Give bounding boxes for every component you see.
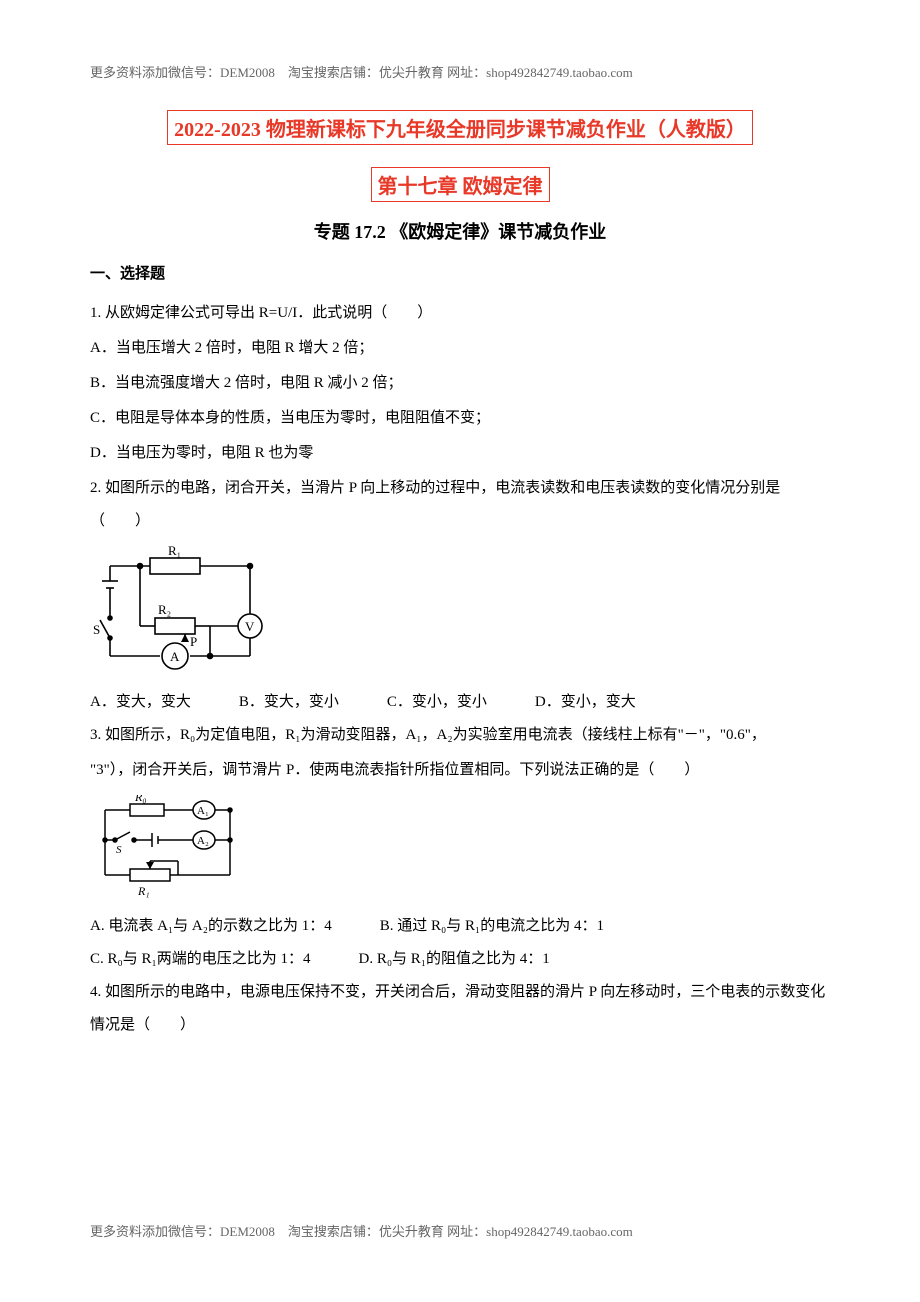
q2-options: A．变大，变大 B．变大，变小 C．变小，变小 D．变小，变大 [90, 686, 830, 719]
q2-option-d: D．变小，变大 [535, 686, 636, 719]
document-body: 2022-2023 物理新课标下九年级全册同步课节减负作业（人教版） 第十七章 … [90, 110, 830, 1044]
svg-text:R₂: R₂ [158, 602, 171, 617]
section-heading: 一、选择题 [90, 262, 830, 283]
q3-stem-line1: 3. 如图所示，R₀为定值电阻，R₁为滑动变阻器，A₁，A₂为实验室用电流表（接… [90, 719, 830, 752]
q1-option-b: B．当电流强度增大 2 倍时，电阻 R 减小 2 倍； [90, 367, 830, 400]
title-chapter: 第十七章 欧姆定律 [371, 167, 550, 202]
q2-circuit-diagram: S R₁ R₂ P V [90, 546, 830, 676]
title-main: 2022-2023 物理新课标下九年级全册同步课节减负作业（人教版） [167, 110, 753, 145]
svg-text:R₁: R₁ [168, 546, 181, 558]
svg-text:R₁: R₁ [137, 884, 150, 898]
q3-circuit-diagram: R₀ A₁ S A₂ [90, 795, 830, 900]
q1-option-c: C．电阻是导体本身的性质，当电压为零时，电阻阻值不变； [90, 402, 830, 435]
svg-text:A₂: A₂ [197, 835, 209, 847]
q1-option-a: A．当电压增大 2 倍时，电阻 R 增大 2 倍； [90, 332, 830, 365]
q2-option-c: C．变小，变小 [387, 686, 487, 719]
q3-options-row1: A. 电流表 A₁与 A₂的示数之比为 1：4 B. 通过 R₀与 R₁的电流之… [90, 910, 830, 943]
svg-text:A₁: A₁ [197, 805, 209, 817]
svg-text:S: S [93, 622, 100, 637]
svg-text:V: V [245, 619, 255, 634]
q3-option-b: B. 通过 R₀与 R₁的电流之比为 4：1 [380, 910, 604, 943]
q3-option-c: C. R₀与 R₁两端的电压之比为 1：4 [90, 943, 310, 976]
q3-option-a: A. 电流表 A₁与 A₂的示数之比为 1：4 [90, 910, 332, 943]
q2-option-a: A．变大，变大 [90, 686, 191, 719]
svg-text:R₀: R₀ [134, 795, 147, 804]
title-topic: 专题 17.2 《欧姆定律》课节减负作业 [90, 218, 830, 244]
q4-stem: 4. 如图所示的电路中，电源电压保持不变，开关闭合后，滑动变阻器的滑片 P 向左… [90, 976, 830, 1042]
page-header: 更多资料添加微信号：DEM2008 淘宝搜索店铺：优尖升教育 网址：shop49… [90, 62, 830, 81]
q3-option-d: D. R₀与 R₁的阻值之比为 4：1 [358, 943, 549, 976]
q3-options-row2: C. R₀与 R₁两端的电压之比为 1：4 D. R₀与 R₁的阻值之比为 4：… [90, 943, 830, 976]
q2-option-b: B．变大，变小 [239, 686, 339, 719]
page-footer: 更多资料添加微信号：DEM2008 淘宝搜索店铺：优尖升教育 网址：shop49… [90, 1221, 830, 1240]
q2-stem: 2. 如图所示的电路，闭合开关，当滑片 P 向上移动的过程中，电流表读数和电压表… [90, 472, 830, 538]
svg-text:P: P [190, 634, 197, 649]
svg-text:A: A [170, 649, 180, 664]
q1-option-d: D．当电压为零时，电阻 R 也为零 [90, 437, 830, 470]
q1-stem: 1. 从欧姆定律公式可导出 R=U/I．此式说明（ ） [90, 297, 830, 330]
q3-stem-line2: "3"），闭合开关后，调节滑片 P．使两电流表指针所指位置相同。下列说法正确的是… [90, 754, 830, 787]
svg-text:S: S [116, 844, 122, 856]
